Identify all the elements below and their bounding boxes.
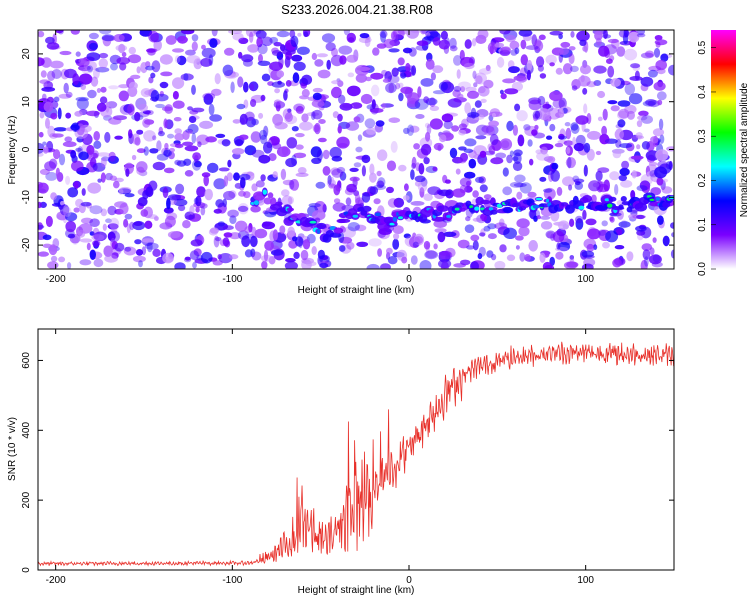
snr-plot-area (38, 329, 674, 570)
colorbar-tick-label: 0.3 (697, 129, 708, 143)
spectrogram-x-tick-label: -100 (222, 274, 242, 285)
colorbar-tick-label: 0.4 (697, 85, 708, 99)
snr-series-line (37, 341, 675, 567)
spectrogram-y-tick-label: 0 (21, 146, 32, 152)
figure-title: S233.2026.004.21.38.R08 (281, 2, 433, 17)
spectrogram-y-axis-label: Frequency (Hz) (7, 116, 18, 185)
spectrogram-y-ticks: -20 -10 0 10 20 (21, 48, 674, 252)
spectrogram-y-tick-label: 10 (21, 96, 32, 108)
colorbar-label: Normalized spectral amplitude (739, 82, 750, 217)
spectrogram-heat-layer (38, 30, 674, 269)
spectrogram-x-tick-label: -200 (46, 274, 66, 285)
spectrogram-y-tick-label: 20 (21, 48, 32, 60)
colorbar-tick-label: 0.1 (697, 217, 708, 231)
spectrogram-y-tick-label: -10 (21, 190, 32, 205)
snr-x-ticks: -200 -100 0 100 (46, 329, 594, 586)
snr-y-axis-label: SNR (10 * v/v) (7, 417, 18, 481)
spectrogram-x-tick-label: 0 (406, 274, 412, 285)
snr-y-tick-label: 200 (21, 491, 32, 508)
colorbar: 0.0 0.1 0.2 0.3 0.4 0.5 Normalized spectral a… (697, 30, 750, 276)
snr-y-tick-label: 600 (21, 352, 32, 369)
snr-frame (37, 328, 675, 571)
snr-y-tick-label: 0 (21, 567, 32, 573)
snr-chart: -200 -100 0 100 0 200 400 600 Height of straig… (7, 328, 675, 596)
snr-x-tick-label: 100 (577, 575, 594, 586)
colorbar-tick-label: 0.0 (697, 262, 708, 276)
spectrogram-x-tick-label: 100 (577, 274, 594, 285)
snr-y-tick-label: 400 (21, 422, 32, 439)
snr-x-tick-label: 0 (406, 575, 412, 586)
spectrogram-x-axis-label: Height of straight line (km) (298, 285, 415, 296)
colorbar-tick-label: 0.5 (697, 40, 708, 54)
spectrogram-signal-track (250, 187, 674, 243)
colorbar-gradient (711, 30, 736, 269)
snr-x-tick-label: -100 (222, 575, 242, 586)
colorbar-tick-label: 0.2 (697, 173, 708, 187)
snr-x-tick-label: -200 (46, 575, 66, 586)
snr-y-ticks: 0 200 400 600 (21, 352, 674, 573)
colorbar-ticks: 0.0 0.1 0.2 0.3 0.4 0.5 (697, 40, 716, 276)
spectrogram-y-tick-label: -20 (21, 237, 32, 252)
spectrogram-x-ticks: -200 -100 0 100 (46, 30, 594, 285)
snr-x-axis-label: Height of straight line (km) (298, 585, 415, 596)
